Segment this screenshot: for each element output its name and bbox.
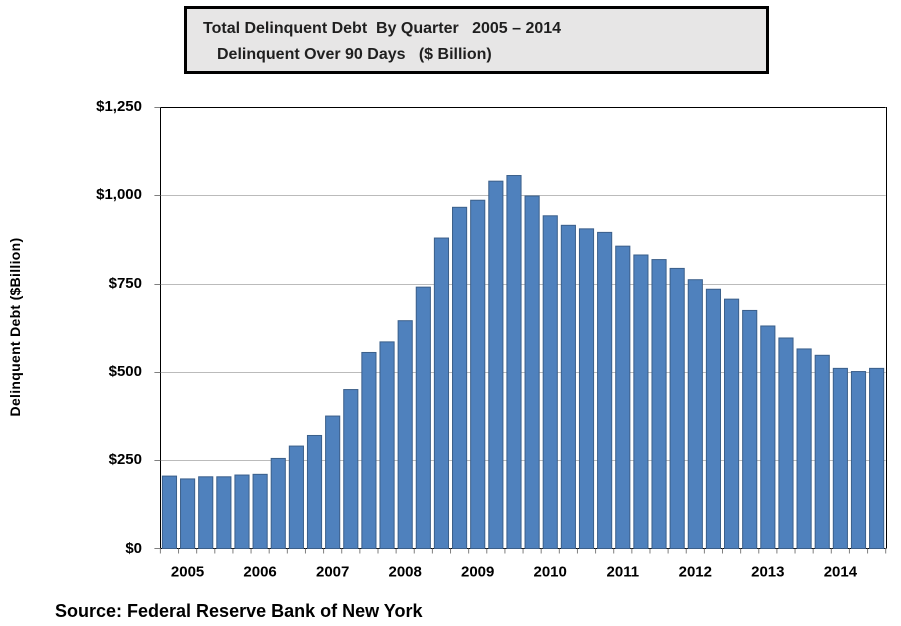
svg-text:2014: 2014 — [824, 564, 858, 581]
svg-text:2010: 2010 — [534, 564, 567, 581]
svg-text:2013: 2013 — [751, 564, 784, 581]
svg-text:2005: 2005 — [171, 564, 204, 581]
svg-text:2011: 2011 — [607, 564, 640, 581]
svg-text:2012: 2012 — [679, 564, 712, 581]
svg-text:2008: 2008 — [389, 564, 422, 581]
svg-text:2007: 2007 — [316, 564, 349, 581]
svg-text:2009: 2009 — [461, 564, 494, 581]
svg-text:2006: 2006 — [243, 564, 276, 581]
